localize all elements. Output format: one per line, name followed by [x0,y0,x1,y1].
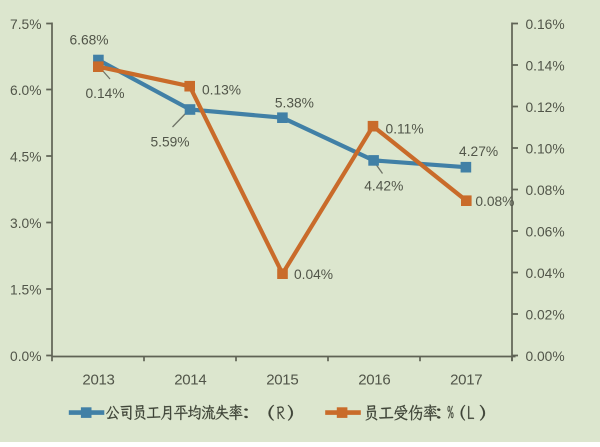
svg-text:6.0%: 6.0% [10,83,41,98]
svg-text:1.5%: 1.5% [10,283,41,298]
svg-text:0.10%: 0.10% [526,142,565,157]
svg-text:0.13%: 0.13% [202,82,241,97]
svg-text:0.0%: 0.0% [10,349,41,364]
svg-text:0.06%: 0.06% [526,225,565,240]
svg-text:4.42%: 4.42% [364,179,403,194]
svg-text:2016: 2016 [358,372,390,389]
svg-text:0.16%: 0.16% [526,17,565,32]
svg-text:4.27%: 4.27% [459,144,498,159]
svg-text:2017: 2017 [450,372,482,389]
svg-text:6.68%: 6.68% [69,32,108,47]
svg-text:5.59%: 5.59% [150,134,189,149]
svg-text:4.5%: 4.5% [10,150,41,165]
svg-text:0.02%: 0.02% [526,308,565,323]
svg-text:2014: 2014 [174,372,206,389]
svg-text:3.0%: 3.0% [10,216,41,231]
svg-text:0.14%: 0.14% [526,59,565,74]
svg-text:2013: 2013 [82,372,114,389]
svg-text:0.04%: 0.04% [526,266,565,281]
svg-text:7.5%: 7.5% [10,17,41,32]
svg-text:0.12%: 0.12% [526,100,565,115]
svg-text:0.11%: 0.11% [386,122,424,137]
svg-text:0.14%: 0.14% [85,86,124,101]
svg-text:0.08%: 0.08% [526,183,565,198]
svg-text:2015: 2015 [266,372,298,389]
svg-text:5.38%: 5.38% [275,96,314,111]
svg-text:0.00%: 0.00% [526,349,565,364]
svg-text:0.04%: 0.04% [294,267,333,282]
svg-text:0.08%: 0.08% [475,194,514,209]
